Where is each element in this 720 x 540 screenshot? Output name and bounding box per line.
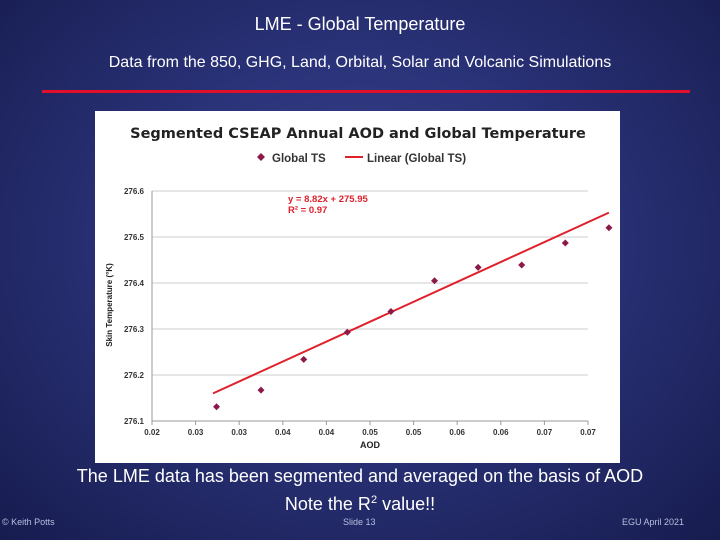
y-tick-labels: 276.1 276.2 276.3 276.4 276.5 276.6 xyxy=(124,187,145,426)
legend-marker-global-ts xyxy=(257,153,265,161)
x-tick-label: 0.03 xyxy=(188,428,204,437)
y-tick-label: 276.6 xyxy=(124,187,145,196)
slide-subtitle: Data from the 850, GHG, Land, Orbital, S… xyxy=(108,54,612,71)
y-tick-label: 276.4 xyxy=(124,279,145,288)
x-axis-label: AOD xyxy=(360,440,381,450)
x-tick-label: 0.03 xyxy=(231,428,247,437)
data-points xyxy=(213,224,613,411)
data-point xyxy=(387,308,395,316)
data-point xyxy=(605,224,613,232)
caption-line-1: The LME data has been segmented and aver… xyxy=(76,466,644,486)
title-divider xyxy=(42,90,690,93)
y-tick-label: 276.5 xyxy=(124,233,145,242)
x-tick-label: 0.06 xyxy=(449,428,465,437)
x-tick-label: 0.05 xyxy=(362,428,378,437)
x-tick-label: 0.05 xyxy=(406,428,422,437)
caption-line-2: Note the R2 value!! xyxy=(0,488,720,516)
data-point xyxy=(257,386,265,394)
x-tick-labels: 0.02 0.03 0.03 0.04 0.04 0.05 0.05 0.06 0.06 0.07… xyxy=(144,428,596,437)
axes xyxy=(151,191,589,425)
x-tick-label: 0.04 xyxy=(275,428,291,437)
data-point xyxy=(518,261,526,269)
x-tick-label: 0.02 xyxy=(144,428,160,437)
caption-line-2-prefix: Note the R xyxy=(284,494,371,514)
slide-caption: The LME data has been segmented and aver… xyxy=(0,464,720,516)
chart-legend: Global TS Linear (Global TS) xyxy=(257,153,466,165)
x-tick-label: 0.04 xyxy=(319,428,335,437)
y-tick-label: 276.2 xyxy=(124,371,145,380)
y-tick-label: 276.1 xyxy=(124,417,145,426)
data-point xyxy=(343,328,351,336)
y-axis-label: Skin Temperature (°K) xyxy=(105,263,114,347)
data-point xyxy=(431,277,439,285)
footer-copyright: © Keith Potts xyxy=(2,517,55,527)
chart-panel: Segmented CSEAP Annual AOD and Global Te… xyxy=(95,111,620,463)
footer-slide-number: Slide 13 xyxy=(343,517,376,527)
trendline xyxy=(212,211,610,395)
legend-label-global-ts: Global TS xyxy=(272,153,326,165)
scatter-chart: Segmented CSEAP Annual AOD and Global Te… xyxy=(105,126,613,450)
slide-title: LME - Global Temperature xyxy=(254,14,466,34)
caption-line-2-suffix: value!! xyxy=(377,494,436,514)
legend-label-linear: Linear (Global TS) xyxy=(367,153,466,165)
y-tick-label: 276.3 xyxy=(124,325,145,334)
x-tick-label: 0.07 xyxy=(580,428,596,437)
data-point xyxy=(213,403,221,411)
gridlines xyxy=(152,190,588,422)
x-tick-label: 0.07 xyxy=(537,428,553,437)
data-point xyxy=(561,239,569,247)
chart-title: Segmented CSEAP Annual AOD and Global Te… xyxy=(130,126,586,142)
footer-event: EGU April 2021 xyxy=(622,517,685,527)
trendline-equation: y = 8.82x + 275.95 xyxy=(288,194,368,205)
trendline-r-squared: R² = 0.97 xyxy=(288,205,327,216)
caption-superscript: 2 xyxy=(370,494,378,506)
trendline-layer xyxy=(212,211,610,395)
data-point xyxy=(300,355,308,363)
data-point xyxy=(474,263,482,271)
x-tick-label: 0.06 xyxy=(493,428,509,437)
